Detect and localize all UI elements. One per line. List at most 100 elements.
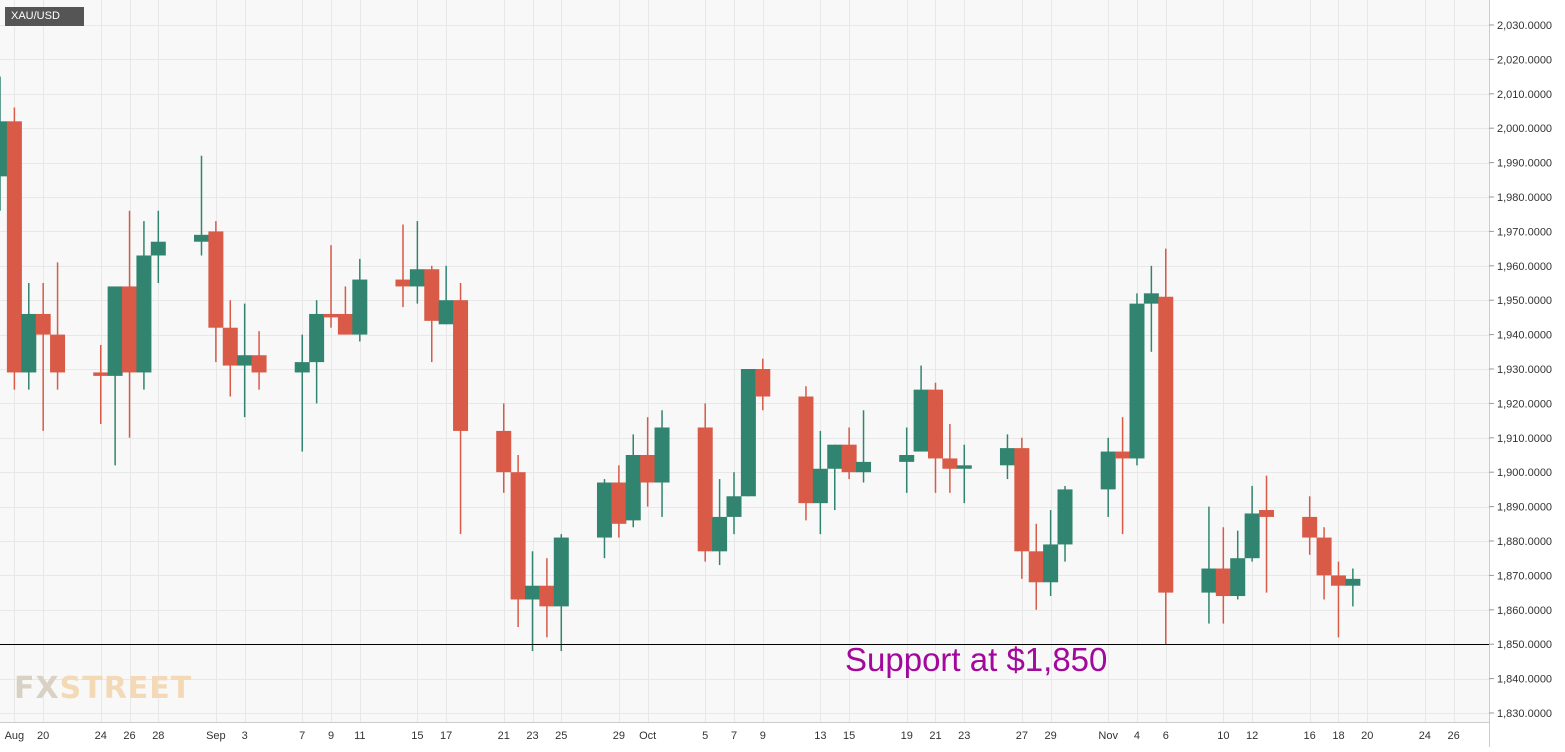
candle-body bbox=[697, 427, 713, 552]
candle-down bbox=[208, 221, 224, 363]
candle-up bbox=[1201, 506, 1217, 624]
time-axis-label: 23 bbox=[958, 730, 970, 742]
candle-up bbox=[1100, 437, 1116, 517]
candle-down bbox=[1330, 561, 1346, 638]
candle-body bbox=[899, 455, 915, 462]
candle-body bbox=[596, 482, 612, 538]
time-axis-label: 24 bbox=[95, 730, 107, 742]
candle-body bbox=[309, 313, 325, 363]
candle-up bbox=[625, 434, 641, 528]
time-axis-label: 24 bbox=[1419, 730, 1431, 742]
price-axis-label: 1,900.0000 bbox=[1497, 467, 1552, 479]
fxstreet-logo: FXSTREET bbox=[14, 672, 192, 706]
candle-up bbox=[0, 76, 8, 211]
candle-body bbox=[352, 279, 368, 335]
time-axis-label: 26 bbox=[1447, 730, 1459, 742]
candle-down bbox=[755, 358, 771, 411]
candle-body bbox=[841, 444, 857, 473]
candle-body bbox=[150, 241, 166, 256]
candle-body bbox=[50, 334, 66, 373]
candle-body bbox=[122, 286, 138, 373]
candle-up bbox=[812, 430, 828, 535]
price-axis-label: 1,880.0000 bbox=[1497, 536, 1552, 548]
candle-body bbox=[740, 369, 756, 497]
price-axis-label: 1,980.0000 bbox=[1497, 192, 1552, 204]
candle-down bbox=[1115, 417, 1131, 535]
candle-down bbox=[1259, 475, 1275, 593]
candle-up bbox=[21, 283, 37, 390]
time-axis-label: 29 bbox=[1045, 730, 1057, 742]
logo-fx-text: FX bbox=[14, 671, 60, 706]
candle-down bbox=[251, 331, 267, 390]
price-axis-label: 1,930.0000 bbox=[1497, 364, 1552, 376]
candle-down bbox=[640, 417, 656, 507]
price-axis-label: 1,830.0000 bbox=[1497, 708, 1552, 720]
candle-up bbox=[150, 210, 166, 283]
candle-down bbox=[6, 107, 22, 390]
time-axis-label: 13 bbox=[814, 730, 826, 742]
time-axis-label: 27 bbox=[1016, 730, 1028, 742]
candle-body bbox=[553, 537, 569, 607]
candle-body bbox=[1143, 293, 1159, 304]
price-axis-label: 1,870.0000 bbox=[1497, 570, 1552, 582]
candle-body bbox=[1230, 558, 1246, 597]
candle-body bbox=[640, 455, 656, 483]
price-axis-label: 1,950.0000 bbox=[1497, 295, 1552, 307]
candle-up bbox=[899, 427, 915, 493]
candle-body bbox=[525, 585, 541, 600]
time-axis-label: 29 bbox=[613, 730, 625, 742]
candle-body bbox=[1302, 516, 1318, 538]
candle-up bbox=[740, 369, 756, 497]
candle-body bbox=[294, 362, 310, 373]
candle-body bbox=[726, 496, 742, 517]
candle-up bbox=[193, 155, 209, 256]
candle-body bbox=[424, 269, 440, 321]
price-axis-label: 1,910.0000 bbox=[1497, 433, 1552, 445]
candle-body bbox=[1028, 551, 1044, 583]
candle-body bbox=[208, 231, 224, 328]
candle-down bbox=[395, 224, 411, 308]
time-axis-label: 26 bbox=[123, 730, 135, 742]
time-axis-label: 19 bbox=[901, 730, 913, 742]
candle-body bbox=[1057, 489, 1073, 545]
time-axis-label: 17 bbox=[440, 730, 452, 742]
candle-down bbox=[222, 300, 238, 397]
candle-up bbox=[596, 479, 612, 559]
candle-up bbox=[1057, 485, 1073, 562]
candle-body bbox=[409, 269, 425, 287]
time-axis-label: 9 bbox=[760, 730, 766, 742]
candle-body bbox=[1158, 296, 1174, 593]
price-axis-label: 1,890.0000 bbox=[1497, 502, 1552, 514]
candle-body bbox=[856, 461, 872, 473]
candle-up bbox=[1129, 293, 1145, 466]
candle-body bbox=[237, 355, 253, 366]
candle-down bbox=[510, 455, 526, 627]
candle-body bbox=[798, 396, 814, 504]
time-axis-background bbox=[0, 722, 1489, 747]
candle-body bbox=[438, 300, 454, 325]
time-axis-label: 20 bbox=[37, 730, 49, 742]
candle-down bbox=[1014, 437, 1030, 579]
time-axis-label: 20 bbox=[1361, 730, 1373, 742]
time-axis-label: 10 bbox=[1217, 730, 1229, 742]
candle-body bbox=[927, 389, 943, 459]
candle-body bbox=[337, 313, 353, 335]
time-axis-label: 21 bbox=[929, 730, 941, 742]
candle-body bbox=[1129, 303, 1145, 459]
candle-body bbox=[812, 468, 828, 504]
candle-body bbox=[1215, 568, 1231, 597]
price-axis-label: 1,850.0000 bbox=[1497, 639, 1552, 651]
price-axis-label: 1,940.0000 bbox=[1497, 330, 1552, 342]
candle-body bbox=[107, 286, 123, 376]
candle-body bbox=[323, 313, 339, 318]
time-axis-label: 6 bbox=[1163, 730, 1169, 742]
candle-down bbox=[1316, 527, 1332, 600]
time-axis-label: 4 bbox=[1134, 730, 1140, 742]
price-axis-label: 1,960.0000 bbox=[1497, 261, 1552, 273]
candle-body bbox=[1330, 575, 1346, 586]
candle-body bbox=[654, 427, 670, 483]
time-axis-label: 11 bbox=[354, 730, 365, 742]
candle-body bbox=[999, 448, 1015, 466]
